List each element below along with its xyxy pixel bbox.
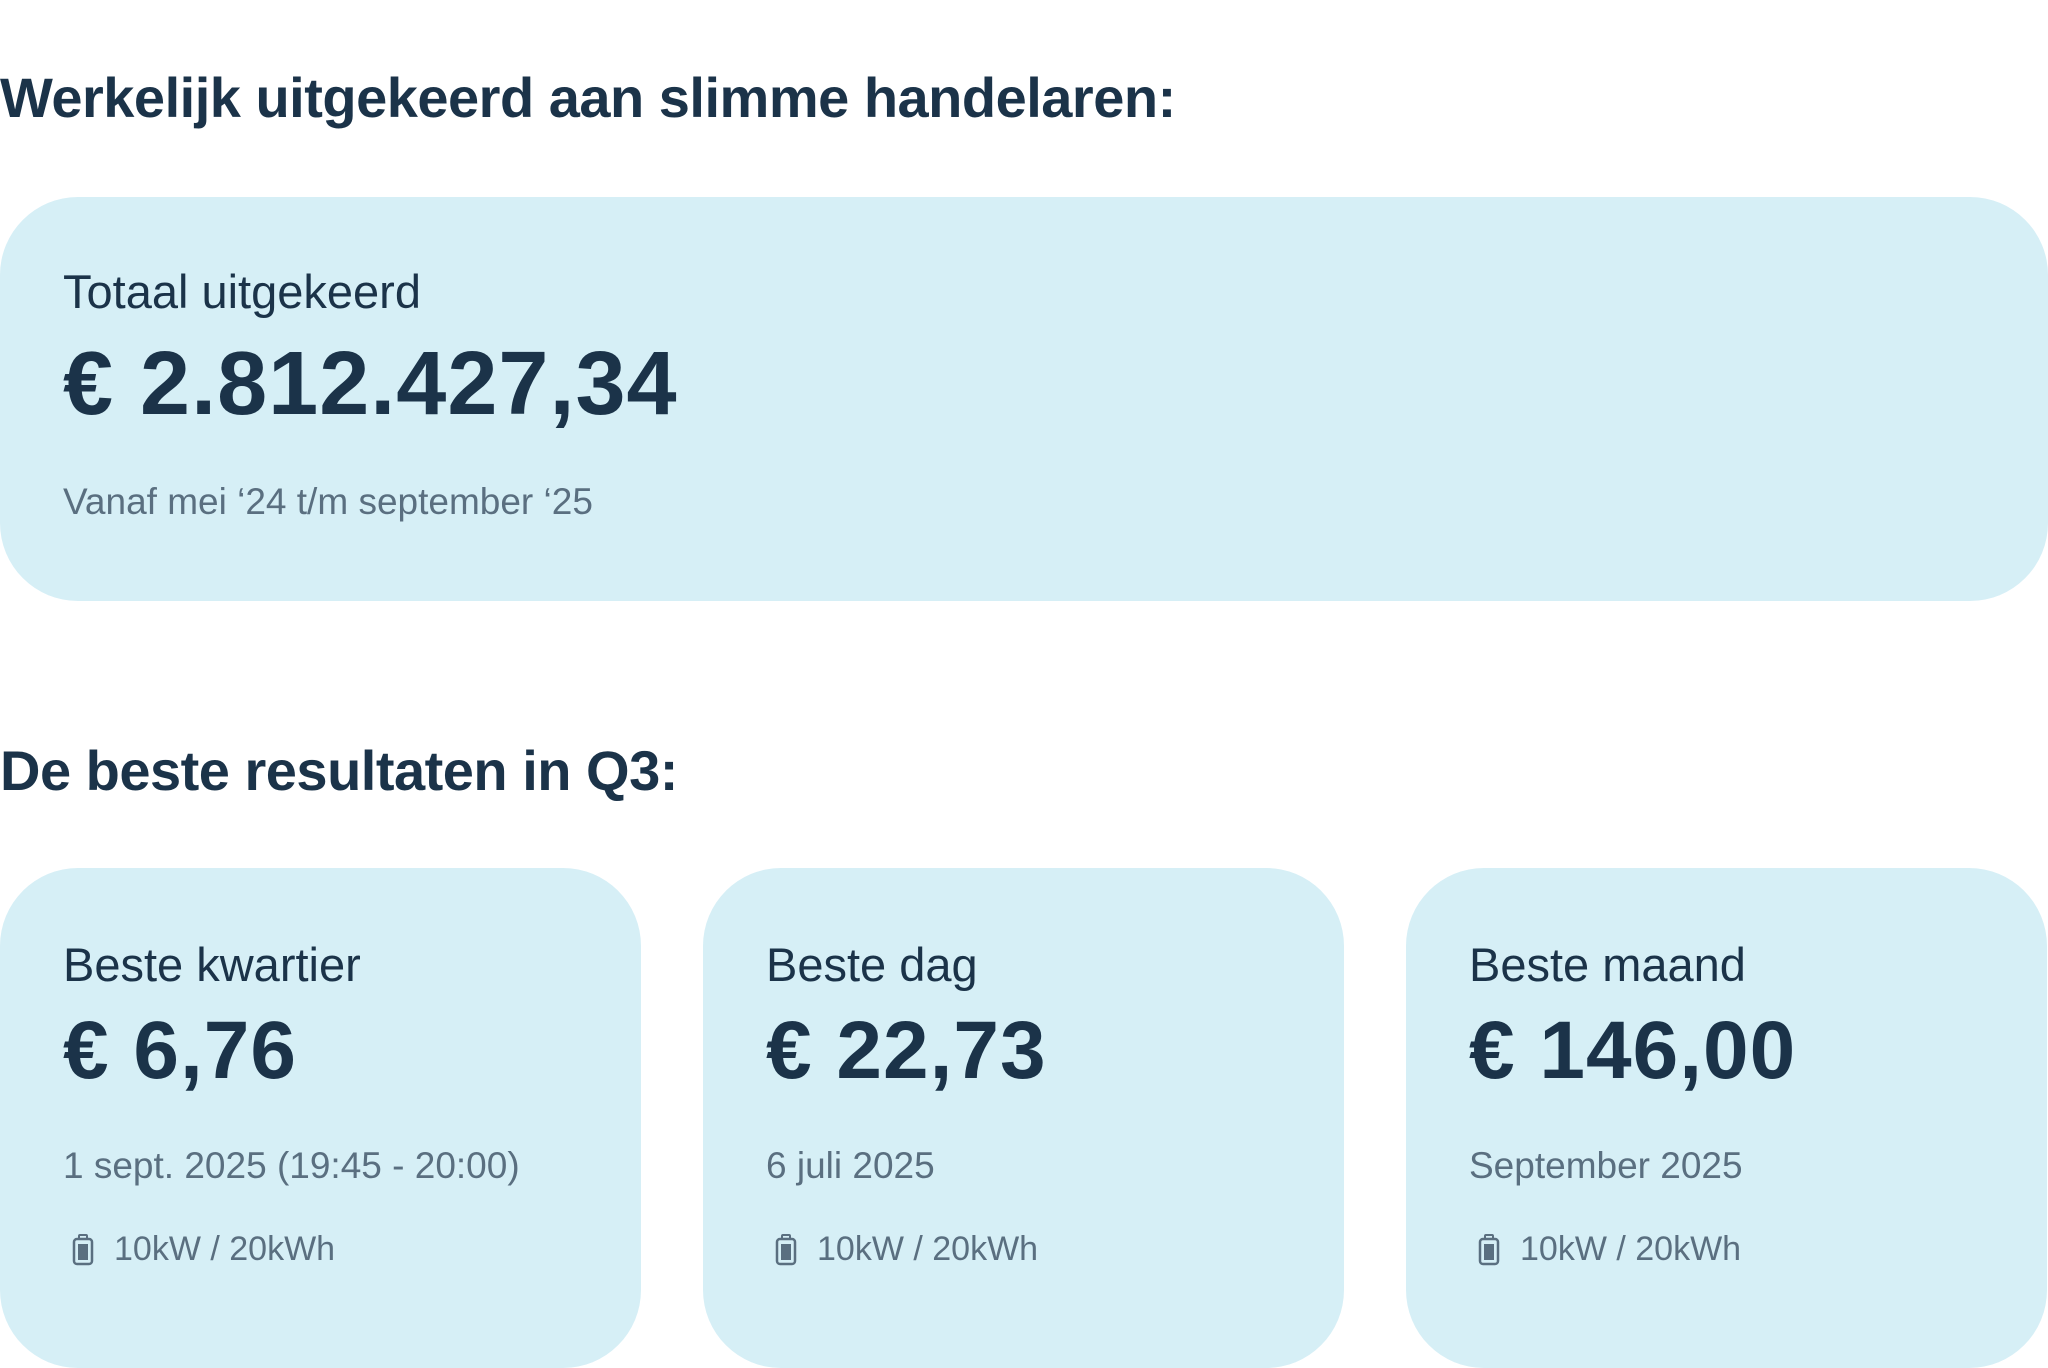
total-paid-card: Totaal uitgekeerd € 2.812.427,34 Vanaf m… bbox=[0, 197, 2048, 601]
card-date: 6 juli 2025 bbox=[766, 1145, 935, 1186]
battery-spec: 10kW / 20kWh bbox=[1478, 1230, 1741, 1269]
card-value: € 22,73 bbox=[766, 1005, 1047, 1096]
section-title-paid-out: Werkelijk uitgekeerd aan slimme handelar… bbox=[0, 66, 1176, 129]
section-title-best-results: De beste resultaten in Q3: bbox=[0, 739, 678, 802]
total-period: Vanaf mei ‘24 t/m september ‘25 bbox=[63, 481, 593, 522]
card-value: € 6,76 bbox=[63, 1005, 297, 1096]
battery-text: 10kW / 20kWh bbox=[114, 1230, 336, 1268]
card-label: Beste maand bbox=[1469, 938, 1746, 991]
battery-text: 10kW / 20kWh bbox=[1520, 1230, 1742, 1268]
best-day-card: Beste dag € 22,73 6 juli 2025 10kW / 20k… bbox=[703, 868, 1344, 1368]
total-label: Totaal uitgekeerd bbox=[63, 265, 421, 318]
best-month-card: Beste maand € 146,00 September 2025 10kW… bbox=[1406, 868, 2047, 1368]
total-value: € 2.812.427,34 bbox=[63, 334, 678, 434]
battery-icon bbox=[1478, 1233, 1500, 1265]
card-label: Beste dag bbox=[766, 938, 978, 991]
card-date: 1 sept. 2025 (19:45 - 20:00) bbox=[63, 1145, 520, 1186]
battery-spec: 10kW / 20kWh bbox=[775, 1230, 1038, 1269]
best-quarter-card: Beste kwartier € 6,76 1 sept. 2025 (19:4… bbox=[0, 868, 641, 1368]
card-value: € 146,00 bbox=[1469, 1005, 1797, 1096]
card-label: Beste kwartier bbox=[63, 938, 361, 991]
card-date: September 2025 bbox=[1469, 1145, 1743, 1186]
battery-spec: 10kW / 20kWh bbox=[72, 1230, 335, 1269]
battery-icon bbox=[775, 1233, 797, 1265]
battery-text: 10kW / 20kWh bbox=[817, 1230, 1039, 1268]
battery-icon bbox=[72, 1233, 94, 1265]
